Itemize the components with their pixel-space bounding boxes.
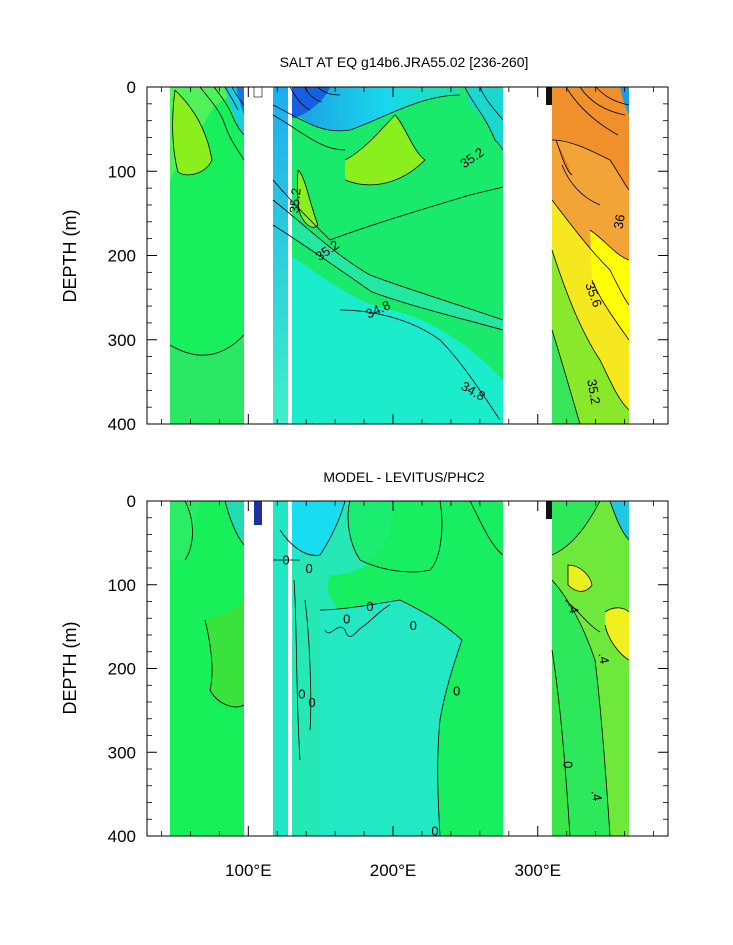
top-y-tick-label: 100 [108,162,136,181]
bottom-contour-label: 0 [308,695,315,710]
bottom-fill-right-green [552,650,570,836]
top-fill-middle-highsalt-2 [297,170,318,228]
top-fill-right-fresh [620,87,629,115]
top-contour-label: 36 [611,213,628,230]
top-fill-middle-highsalt-1 [345,115,425,185]
bottom-contour-label: 0 [453,683,460,698]
bottom-y-tick-label: 300 [108,743,136,762]
bottom-land-marker-2 [254,501,262,525]
bottom-contour-label: .4 [588,789,605,802]
top-gap-3 [503,86,552,425]
top-contour-label: 35.2 [584,378,603,406]
top-y-axis: 0 100 200 300 400 [108,78,668,434]
x-tick-label: 300°E [514,861,561,880]
top-plot-fill [170,86,629,425]
bottom-y-tick-label: 100 [108,576,136,595]
bottom-fill-middle-green-3 [328,501,503,836]
top-y-tick-label: 300 [108,331,136,350]
bottom-land-marker-1 [546,501,552,519]
bottom-fill-left-band [205,600,244,707]
bottom-contour-label: .4 [596,652,613,665]
top-gap-1 [244,86,273,425]
bottom-panel: MODEL - LEVITUS/PHC2 [60,469,669,880]
bottom-plot-fill [170,500,629,837]
bottom-fill-left-west [170,501,200,560]
bottom-gap-2 [288,501,292,836]
top-fill-middle-deep [273,245,503,424]
bottom-x-axis: 100°E 200°E 300°E [161,501,654,880]
bottom-fill-middle-cyan [280,501,345,556]
top-panel: SALT AT EQ g14b6.JRA55.02 [236-260] [60,54,669,434]
bottom-strip-1 [273,501,288,836]
bottom-contour-label: 0 [410,618,417,633]
top-x-axis [161,87,654,424]
bottom-contour-label: 0 [431,823,438,838]
bottom-fill-right-fresh [610,501,629,540]
top-y-tick-label: 0 [127,78,136,97]
bottom-y-axis: 0 100 200 300 400 [108,492,668,846]
top-fill-left-highsalt [172,90,212,175]
top-strip-1 [273,87,288,424]
bottom-contour-lines [184,500,630,837]
bottom-contour-label: 0 [305,561,312,576]
bottom-fill-right-yellow-2 [605,607,629,660]
bottom-y-tick-label: 400 [108,827,136,846]
bottom-contour-label: 0 [366,599,373,614]
bottom-fill-middle-cyan-2 [320,600,462,836]
bottom-fill-left-fresh [225,501,244,545]
bottom-y-tick-label: 0 [127,492,136,511]
top-fill-left-veryfresh [236,87,244,115]
bottom-y-tick-label: 200 [108,660,136,679]
top-contour-lines [169,86,630,425]
bottom-contour-label: .4 [565,601,582,614]
top-y-tick-label: 400 [108,415,136,434]
top-chart-title: SALT AT EQ g14b6.JRA55.02 [236-260] [280,54,529,70]
top-contour-label: 35.2 [286,187,303,214]
bottom-contour-label: 0 [560,761,575,768]
bottom-gap-3 [503,500,552,837]
bottom-chart-title: MODEL - LEVITUS/PHC2 [323,469,485,485]
top-land-marker-2 [253,86,263,98]
top-fill-right-darkorange [556,140,572,175]
top-fill-left-deep [170,335,244,424]
top-y-tick-label: 200 [108,247,136,266]
top-gap-2 [288,87,292,424]
bottom-contour-label: 0 [343,611,350,626]
x-tick-label: 200°E [370,861,417,880]
top-fill-middle-mid [273,200,503,330]
bottom-fill-right-yellow-1 [568,565,592,592]
top-fill-right-orange [552,87,629,190]
bottom-contour-label: 0 [298,687,305,702]
bottom-contour-label: 0 [282,553,289,568]
x-tick-label: 100°E [225,861,272,880]
top-fill-right-bright [590,230,629,340]
bottom-y-axis-label: DEPTH (m) [60,622,80,715]
top-y-axis-label: DEPTH (m) [60,210,80,303]
bottom-gap-1 [244,500,273,837]
top-land-marker-1 [546,87,552,105]
